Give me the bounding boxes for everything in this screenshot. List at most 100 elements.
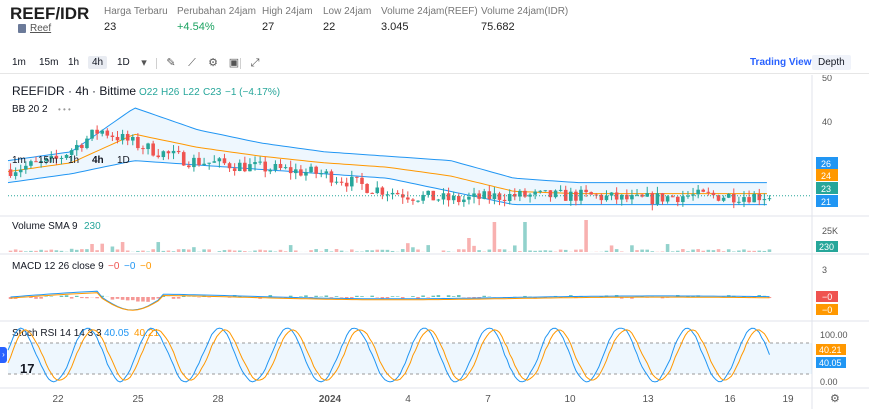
- candle-body: [436, 199, 441, 201]
- stat-label: Low 24jam: [323, 6, 372, 17]
- stat-label: Perubahan 24jam: [177, 6, 256, 17]
- candle-body: [426, 190, 430, 195]
- macd-bar: [171, 297, 176, 299]
- volume-bar: [80, 249, 84, 252]
- volume-bar: [156, 242, 161, 252]
- toolbar-divider: [156, 58, 157, 69]
- candle-body: [39, 160, 43, 162]
- volume-bar: [171, 251, 176, 252]
- timeframe-1D[interactable]: 1D: [117, 57, 130, 68]
- volume-bar: [217, 251, 222, 252]
- volume-bar: [253, 250, 257, 252]
- pen-icon[interactable]: ✎: [166, 57, 176, 69]
- volume-bar: [467, 238, 471, 252]
- macd-bar: [34, 297, 38, 299]
- macd-bar: [74, 295, 79, 297]
- candle-body: [283, 167, 288, 169]
- coin-icon: [18, 24, 26, 33]
- coin-link[interactable]: Reef: [30, 23, 52, 34]
- volume-bar: [54, 250, 59, 252]
- candle-body: [630, 195, 634, 200]
- time-tick: 28: [212, 394, 224, 405]
- candle-body: [314, 166, 318, 174]
- candle-body: [706, 191, 711, 193]
- timeframe-1h[interactable]: 1h: [68, 57, 80, 68]
- volume-bar: [309, 250, 313, 252]
- macd-bar: [304, 295, 308, 297]
- volume-bar: [207, 249, 211, 252]
- macd-bar: [115, 297, 120, 299]
- volume-bar: [543, 250, 548, 252]
- scroll-left-button[interactable]: ›: [0, 347, 7, 363]
- fullscreen-icon[interactable]: ⤢: [250, 57, 260, 69]
- time-tick: 19: [782, 394, 794, 405]
- candle-body: [686, 195, 690, 197]
- chart-interval-15m[interactable]: 15m: [38, 155, 57, 166]
- candle-body: [344, 182, 349, 187]
- macd-bar: [176, 297, 181, 299]
- volume-bar: [752, 250, 756, 252]
- candle-body: [59, 157, 64, 159]
- candle-body: [538, 190, 543, 192]
- volume-bar: [74, 249, 79, 252]
- volume-bar: [136, 250, 140, 252]
- stat-value: 23: [104, 21, 117, 33]
- chevron-down-icon[interactable]: ▾: [141, 57, 147, 69]
- macd-bar: [451, 296, 456, 297]
- save-icon[interactable]: ▣: [228, 57, 240, 69]
- chart-interval-1h[interactable]: 1h: [68, 155, 79, 166]
- volume-bar: [446, 251, 451, 252]
- stat-1: Perubahan 24jam +4.54%: [177, 6, 256, 33]
- candle-body: [222, 158, 227, 164]
- volume-badge: [816, 241, 838, 252]
- macd-bar: [314, 295, 318, 297]
- macd-bar: [390, 296, 395, 297]
- volume-bar: [563, 249, 568, 252]
- stoch-label: Stoch RSI 14 14 3 3: [12, 328, 102, 339]
- timeframe-15m[interactable]: 15m: [39, 57, 59, 68]
- gear-icon[interactable]: ⚙: [208, 57, 218, 69]
- chart-interval-1D[interactable]: 1D: [117, 155, 130, 166]
- view-depth[interactable]: Depth: [812, 55, 851, 70]
- macd-badge-label: −0: [822, 305, 832, 315]
- timeframe-1m[interactable]: 1m: [12, 57, 26, 68]
- candle-body: [416, 200, 420, 202]
- macd-bar: [421, 295, 425, 297]
- volume-bar: [222, 250, 227, 252]
- volume-bar: [13, 249, 18, 252]
- volume-badge-label: 230: [819, 242, 834, 252]
- volume-bar: [115, 249, 120, 252]
- stoch-badge: [816, 357, 846, 368]
- chart-interval-4h[interactable]: 4h: [92, 155, 104, 166]
- stat-label: Volume 24jam(REEF): [381, 6, 478, 17]
- candle-body: [523, 190, 527, 197]
- candle-body: [24, 165, 28, 170]
- volume-bar: [176, 249, 181, 252]
- macd-badge-label: −0: [822, 292, 832, 302]
- ohlc-open: O22: [139, 87, 158, 98]
- candle-body: [288, 167, 293, 174]
- volume-label: Volume SMA 9: [12, 221, 78, 232]
- chart-interval-1m[interactable]: 1m: [12, 155, 26, 166]
- candle-body: [507, 194, 512, 202]
- volume-bar: [584, 220, 588, 252]
- volume-bar: [767, 249, 772, 252]
- macd-bar: [95, 297, 99, 299]
- macd-bar: [125, 297, 130, 301]
- candle-body: [441, 193, 446, 200]
- indicator-icon[interactable]: ⟋: [188, 57, 196, 69]
- candle-body: [548, 190, 553, 198]
- volume-bar: [691, 249, 695, 252]
- volume-bar: [665, 244, 670, 252]
- candle-body: [299, 169, 303, 176]
- macd-bar: [146, 297, 150, 302]
- price-badge-label: 23: [821, 184, 831, 194]
- axis-settings-icon[interactable]: ⚙: [830, 393, 840, 405]
- time-tick: 25: [132, 394, 144, 405]
- macd-bar: [355, 295, 359, 297]
- stat-5: Volume 24jam(IDR) 75.682: [481, 6, 568, 33]
- volume-bar: [645, 249, 649, 252]
- timeframe-4h[interactable]: 4h: [88, 56, 108, 69]
- trading-chart[interactable]: REEFIDR · 4h · Bittime O22 H26 L22 C23 −1 (−4…: [0, 75, 869, 409]
- view-trading-view[interactable]: Trading View: [750, 57, 812, 68]
